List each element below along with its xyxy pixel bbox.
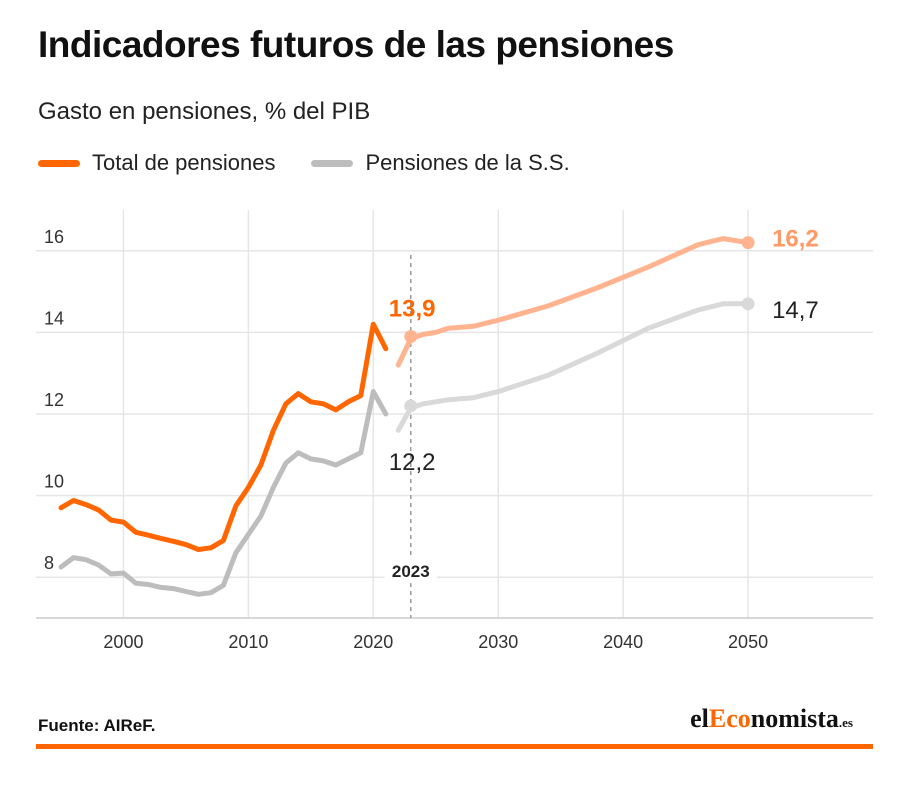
series-total-point-2023 bbox=[404, 329, 418, 343]
legend-label-ss: Pensiones de la S.S. bbox=[365, 150, 570, 175]
x-tick-label-2010: 2010 bbox=[228, 632, 268, 652]
series-ss-projection-line bbox=[395, 301, 751, 433]
y-tick-label-10: 10 bbox=[44, 472, 64, 492]
x-tick-label-2050: 2050 bbox=[728, 632, 768, 652]
x-tick-label-2020: 2020 bbox=[353, 632, 393, 652]
marker-label-bg-2023 bbox=[384, 559, 437, 584]
series-total-historical-line bbox=[58, 321, 389, 552]
x-tick-label-2030: 2030 bbox=[478, 632, 518, 652]
legend-swatch-total bbox=[38, 159, 80, 167]
series-ss-historical-line bbox=[58, 389, 389, 597]
legend-label-total: Total de pensiones bbox=[92, 150, 276, 175]
legend-item-total: Total de pensiones bbox=[38, 150, 275, 176]
value-label-ss-2050: 14,7 bbox=[772, 297, 819, 324]
line-chart: 8 10 12 14 16 2000 2010 2020 2030 2040 2050 2023 13,… bbox=[36, 210, 873, 652]
y-tick-label-12: 12 bbox=[44, 390, 64, 410]
y-tick-label-8: 8 bbox=[44, 553, 54, 573]
bottom-rule bbox=[36, 744, 873, 749]
series-ss-point-2023 bbox=[404, 399, 418, 413]
chart-legend: Total de pensiones Pensiones de la S.S. bbox=[38, 150, 606, 176]
chart-subtitle: Gasto en pensiones, % del PIB bbox=[38, 98, 371, 125]
source-note: Fuente: AIReF. bbox=[38, 716, 156, 735]
logo-rest: nomista bbox=[750, 704, 839, 733]
x-tick-label-2040: 2040 bbox=[603, 632, 643, 652]
value-label-ss-2023: 12,2 bbox=[389, 449, 436, 476]
chart-title: Indicadores futuros de las pensiones bbox=[38, 24, 674, 65]
value-label-total-2050: 16,2 bbox=[772, 226, 819, 253]
logo-suffix: .es bbox=[838, 715, 853, 730]
series-total-projection-line bbox=[395, 236, 751, 368]
publisher-logo: elEconomista.es bbox=[690, 704, 853, 734]
series-ss-point-2050 bbox=[741, 297, 755, 311]
x-tick-label-2000: 2000 bbox=[103, 632, 143, 652]
legend-swatch-ss bbox=[311, 159, 354, 167]
logo-accent: Eco bbox=[708, 704, 751, 733]
y-tick-label-14: 14 bbox=[44, 308, 64, 328]
series-total-point-2050 bbox=[741, 236, 755, 250]
y-tick-label-16: 16 bbox=[44, 227, 64, 247]
logo-prefix: el bbox=[690, 704, 709, 733]
legend-item-ss: Pensiones de la S.S. bbox=[311, 150, 570, 176]
value-label-total-2023: 13,9 bbox=[389, 295, 436, 322]
marker-label-2023: 2023 bbox=[392, 562, 430, 581]
